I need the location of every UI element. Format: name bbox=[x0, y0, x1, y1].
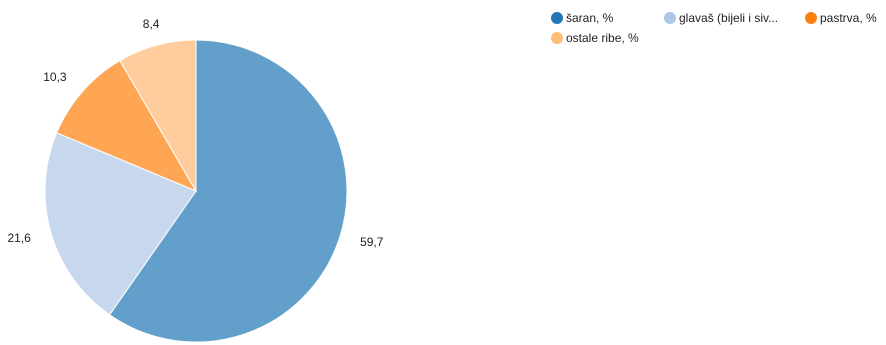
chart-legend: šaran, % glavaš (bijeli i siv... pastrva… bbox=[551, 10, 881, 46]
legend-label: pastrva, % bbox=[820, 11, 877, 25]
pie-slice-pastrva[interactable] bbox=[56, 59, 198, 193]
legend-swatch-icon bbox=[551, 12, 563, 24]
legend-label: ostale ribe, % bbox=[566, 31, 639, 45]
data-label-glavas: 21,6 bbox=[7, 231, 31, 245]
pie-slice-glavas[interactable] bbox=[44, 132, 197, 316]
legend-item-pastrva[interactable]: pastrva, % bbox=[805, 10, 881, 26]
data-label-saran: 59,7 bbox=[360, 235, 384, 249]
pie-slice-saran[interactable] bbox=[108, 39, 348, 343]
legend-item-ostale-ribe[interactable]: ostale ribe, % bbox=[551, 30, 639, 46]
legend-label: šaran, % bbox=[566, 11, 614, 25]
data-label-ostale-ribe: 8,4 bbox=[143, 17, 160, 31]
data-label-pastrva: 10,3 bbox=[43, 70, 67, 84]
legend-label: glavaš (bijeli i siv... bbox=[679, 11, 779, 25]
legend-swatch-icon bbox=[551, 32, 563, 44]
legend-item-saran[interactable]: šaran, % bbox=[551, 10, 664, 26]
legend-item-glavas[interactable]: glavaš (bijeli i siv... bbox=[664, 10, 805, 26]
legend-swatch-icon bbox=[664, 12, 676, 24]
legend-swatch-icon bbox=[805, 12, 817, 24]
pie-slice-ostale-ribe[interactable] bbox=[119, 39, 197, 193]
